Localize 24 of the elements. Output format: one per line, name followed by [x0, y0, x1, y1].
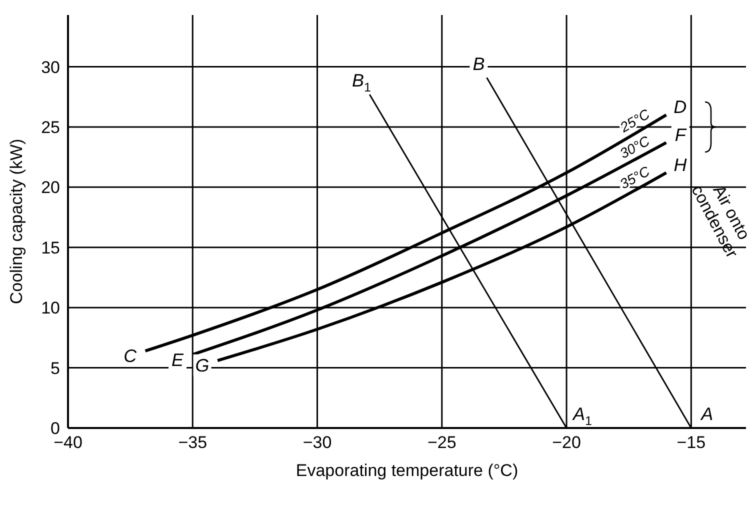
text: 35°C — [617, 162, 653, 192]
annotation: A — [700, 404, 714, 424]
y-tick-label: 15 — [41, 238, 60, 258]
y-tick-label: 10 — [41, 298, 60, 318]
annotation: G — [195, 355, 210, 376]
annotation: B$_{1}$ — [352, 70, 371, 95]
y-axis-title: Cooling capacity (kW) — [7, 138, 26, 304]
annotation: F — [674, 125, 687, 146]
x-tick-label: −30 — [302, 433, 332, 452]
annotation: H — [674, 155, 688, 176]
y-tick-label: 5 — [50, 358, 60, 378]
annotation: E — [172, 350, 185, 370]
y-tick-label: 25 — [41, 118, 60, 138]
annotation: A$_{1}$ — [572, 404, 592, 428]
annotation: C — [124, 346, 138, 366]
x-tick-label: −25 — [427, 433, 456, 452]
x-axis-title: Evaporating temperature (°C) — [296, 461, 518, 480]
x-tick-label: −35 — [178, 433, 208, 452]
y-tick-label: 30 — [41, 58, 60, 77]
y-tick-label: 20 — [41, 178, 60, 198]
x-tick-label: −20 — [552, 433, 581, 452]
annotation: B — [472, 54, 485, 74]
x-tick-label: −15 — [676, 433, 706, 452]
annotation: D — [674, 96, 687, 117]
